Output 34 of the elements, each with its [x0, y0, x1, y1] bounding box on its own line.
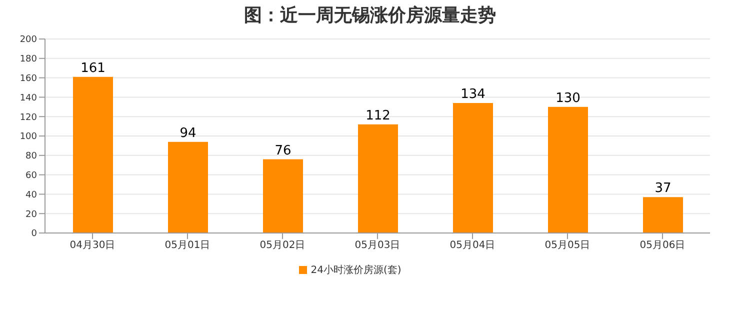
x-tick-label: 05月03日: [354, 240, 400, 252]
data-label: 94: [180, 126, 196, 141]
y-tick-label: 140: [20, 93, 38, 104]
legend-label: 24小时涨价房源(套): [310, 265, 402, 276]
x-tick-label: 04月30日: [70, 240, 116, 252]
y-tick-label: 80: [26, 152, 38, 162]
data-label: 37: [654, 181, 672, 196]
x-tick-label: 05月01日: [164, 240, 210, 252]
data-label: 134: [460, 87, 486, 102]
data-label: 112: [366, 108, 390, 124]
x-tick-label: 05月04日: [450, 240, 496, 252]
y-tick-label: 200: [20, 35, 38, 46]
x-tick-label: 05月06日: [640, 240, 686, 252]
y-tick-label: 180: [20, 54, 38, 65]
y-tick-label: 160: [20, 74, 38, 84]
x-tick-label: 05月02日: [260, 240, 306, 252]
x-tick-label: 05月05日: [544, 240, 590, 252]
y-tick-label: 120: [20, 112, 38, 123]
bar: [358, 124, 398, 233]
bar: [453, 103, 493, 233]
data-label: 130: [556, 90, 580, 106]
bar: [73, 76, 113, 233]
y-tick-label: 100: [20, 132, 38, 142]
bar: [643, 197, 683, 233]
data-label: 161: [80, 60, 106, 76]
chart-title: 图：近一周无锡涨价房源量走势: [243, 4, 497, 27]
bar: [263, 159, 303, 233]
y-tick-label: 20: [26, 210, 38, 220]
y-tick-label: 40: [26, 190, 38, 200]
bar: [168, 142, 208, 233]
y-tick-label: 0: [31, 229, 38, 240]
data-label: 76: [274, 143, 292, 158]
bar: [548, 106, 588, 233]
y-tick-label: 60: [26, 170, 38, 181]
